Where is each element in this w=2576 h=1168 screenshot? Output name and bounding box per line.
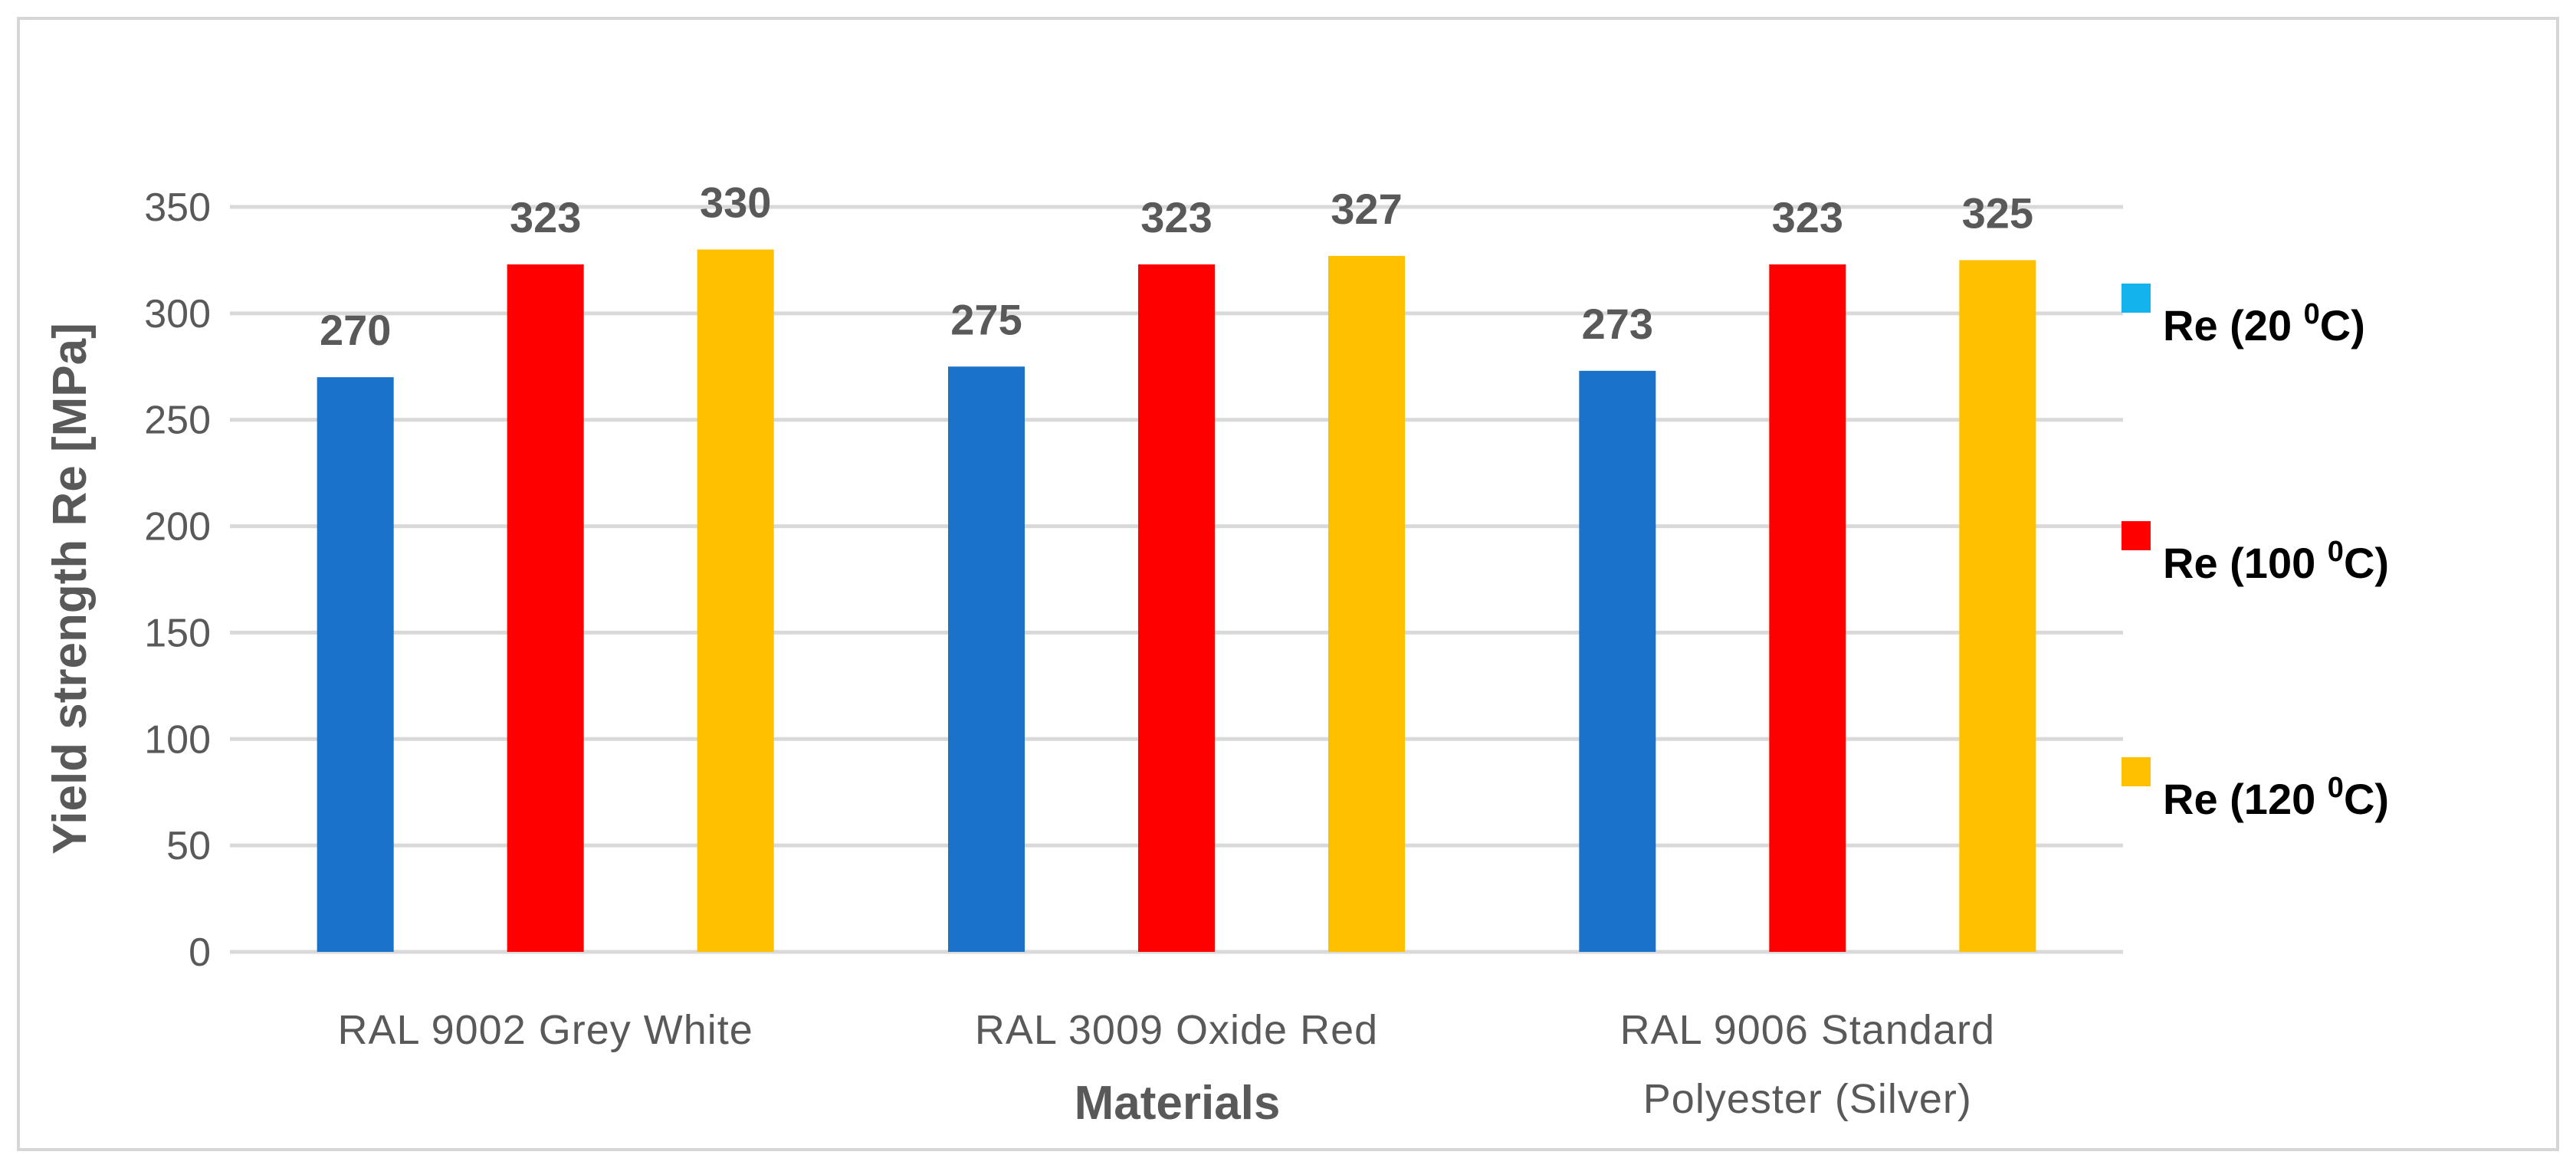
x-axis-ticks: RAL 9002 Grey White RAL 3009 Oxide Red RAL… [338, 1007, 1995, 1122]
x-tick-label: Polyester (Silver) [1643, 1076, 1972, 1122]
bar [1769, 264, 1846, 952]
chart-border [17, 17, 2559, 1151]
x-axis-title: Materials [1075, 1077, 1281, 1130]
legend-swatch [2122, 284, 2151, 313]
bar [697, 249, 774, 952]
legend-label: Re (120 0C) [2163, 772, 2389, 823]
bar [1138, 264, 1215, 952]
y-axis-title: Yield strength Re [MPa] [44, 323, 97, 855]
x-tick-label: RAL 9006 Standard [1620, 1007, 1995, 1053]
x-tick-label: RAL 3009 Oxide Red [975, 1007, 1378, 1053]
data-label: 273 [1582, 300, 1653, 348]
bars [317, 249, 2036, 953]
bar [1959, 260, 2036, 952]
bar [948, 366, 1025, 952]
data-label: 327 [1331, 185, 1402, 233]
bar [507, 264, 584, 952]
data-label: 275 [950, 295, 1022, 343]
data-label: 330 [700, 179, 771, 227]
y-tick-label: 0 [189, 930, 211, 975]
y-tick-label: 150 [144, 611, 211, 655]
data-labels: 270 323 330 275 323 327 273 323 325 [320, 179, 2033, 355]
y-tick-label: 250 [144, 399, 211, 443]
y-tick-label: 300 [144, 292, 211, 336]
data-label: 323 [510, 193, 581, 241]
data-label: 325 [1962, 189, 2033, 237]
y-tick-label: 350 [144, 185, 211, 230]
data-label: 323 [1140, 193, 1212, 241]
bar [1328, 255, 1405, 953]
legend-label: Re (20 0C) [2163, 298, 2365, 349]
data-label: 270 [320, 306, 391, 354]
y-tick-label: 100 [144, 717, 211, 762]
x-tick-label: RAL 9002 Grey White [338, 1007, 753, 1053]
legend-swatch [2122, 521, 2151, 550]
legend: Re (20 0C) Re (100 0C) Re (120 0C) [2122, 284, 2389, 823]
y-tick-label: 200 [144, 505, 211, 550]
data-label: 323 [1772, 193, 1843, 241]
legend-label: Re (100 0C) [2163, 536, 2389, 587]
legend-swatch [2122, 757, 2151, 786]
bar [1579, 370, 1656, 953]
bar [317, 377, 394, 953]
y-tick-label: 50 [166, 824, 211, 868]
